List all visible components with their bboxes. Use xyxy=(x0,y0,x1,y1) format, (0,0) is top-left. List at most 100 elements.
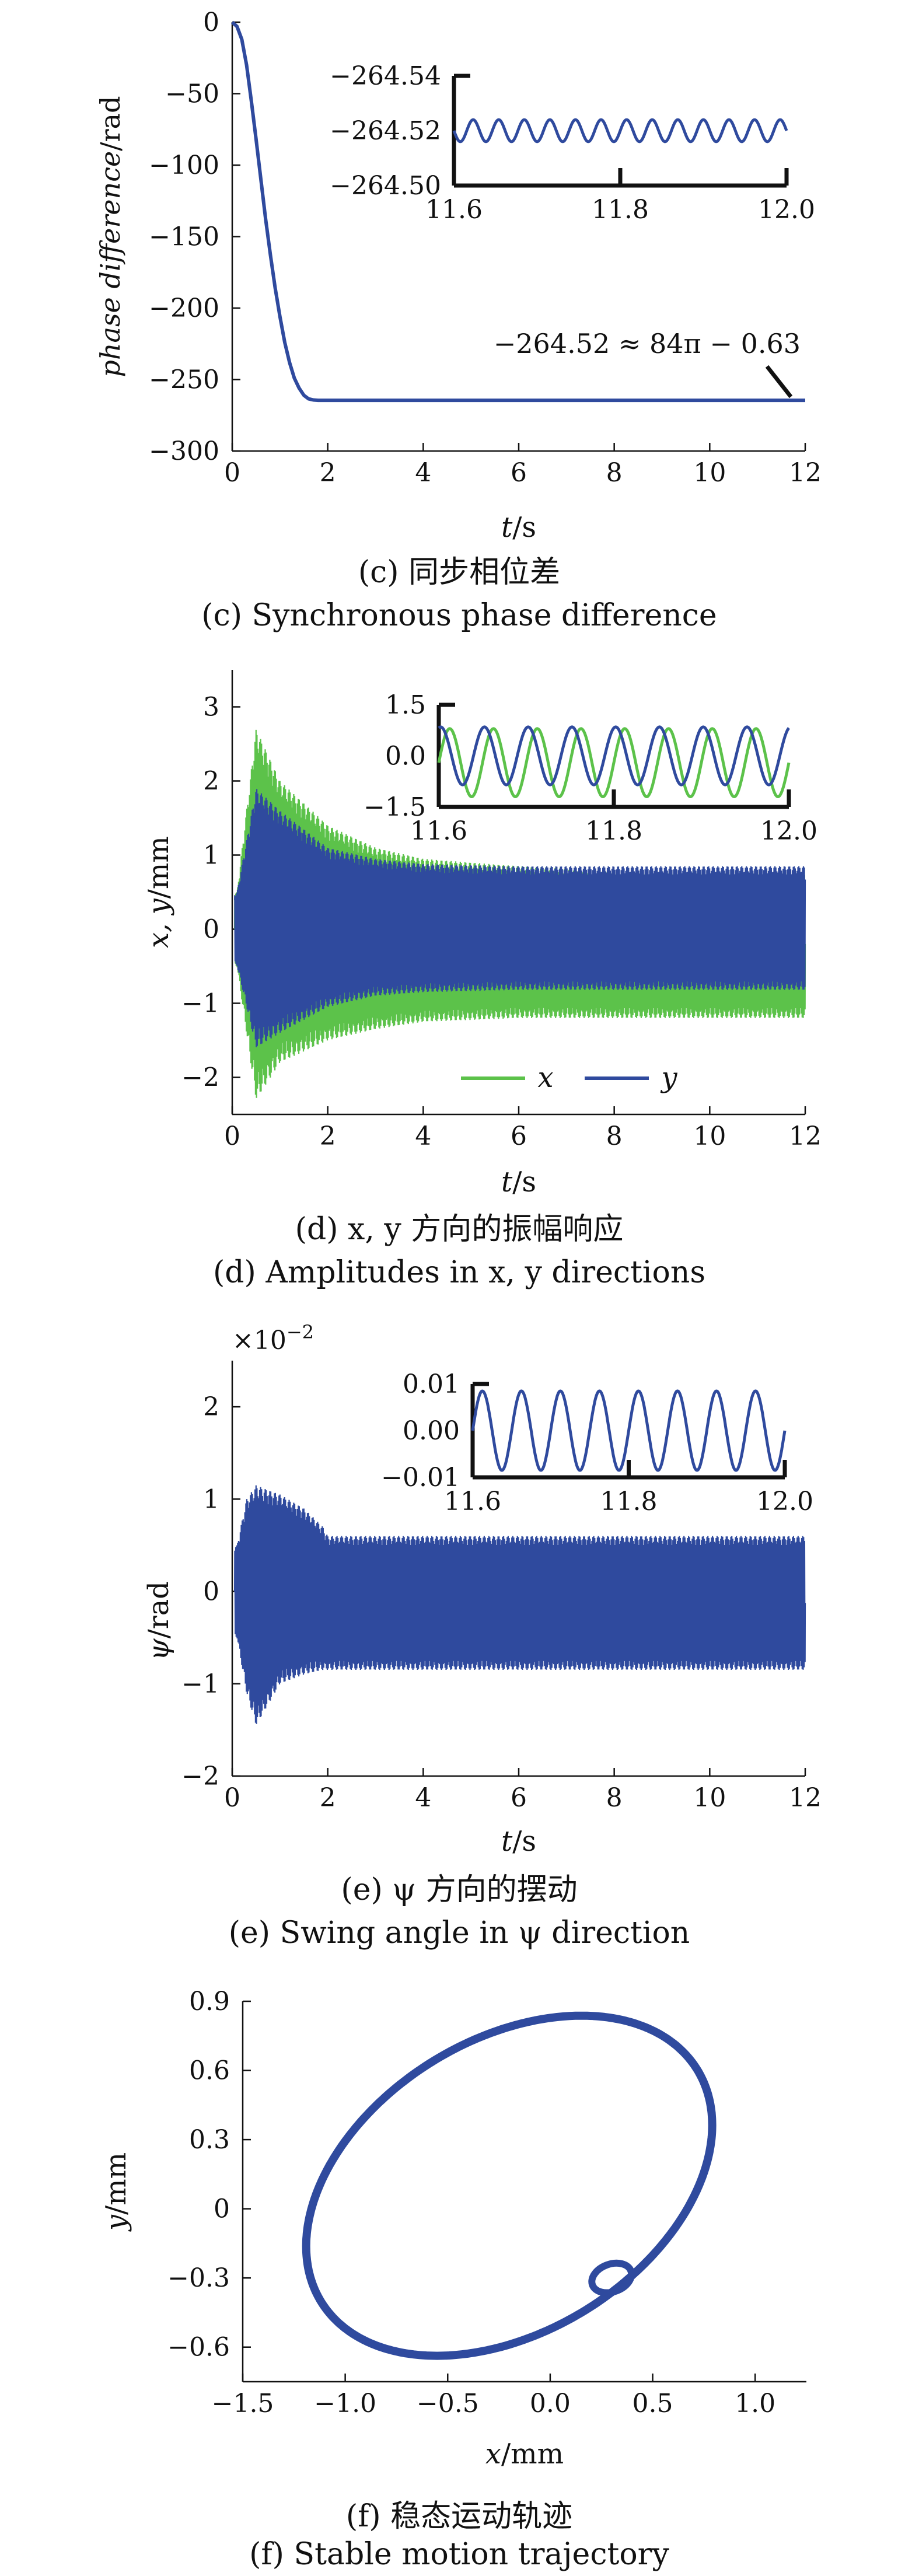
e-series-line xyxy=(234,1485,806,1724)
panel-d-caption-en: (d) Amplitudes in x, y directions xyxy=(213,1255,705,1290)
f-xlabel: x/mm xyxy=(485,2438,564,2470)
c-ytick-label: −200 xyxy=(149,293,219,323)
f-xtick-label: 0.5 xyxy=(633,2389,673,2418)
c-xtick-label: 10 xyxy=(693,458,726,488)
c-series-line xyxy=(230,20,805,403)
e-xtick-label: 0 xyxy=(224,1783,240,1813)
e-ytick-label: −1 xyxy=(181,1669,219,1699)
e-inset-series-blue xyxy=(471,1389,787,1472)
e-inset-ytick-label: 0.01 xyxy=(403,1369,460,1399)
d-ytick-label: −1 xyxy=(181,989,219,1019)
d-inset-series-x xyxy=(437,727,791,799)
d-xtick-label: 8 xyxy=(606,1121,623,1151)
e-inset-ytick-label: −0.01 xyxy=(381,1463,460,1493)
d-inset-series-y xyxy=(438,725,790,787)
f-ytick-label: 0.6 xyxy=(189,2056,230,2086)
e-ylabel-var: ψ xyxy=(142,1638,175,1661)
c-ylabel-unit: /rad xyxy=(95,96,126,151)
d-ylabel: x, y/mm xyxy=(142,836,175,948)
e-xtick-label: 10 xyxy=(693,1783,726,1813)
d-ylabel-unit: /mm xyxy=(142,836,175,899)
panel-e-caption-en: (e) Swing angle in ψ direction xyxy=(229,1916,690,1951)
panel-f-plot-area: −1.5 −1.0 −0.5 0.0 0.5 1.0 0.9 0.6 0.3 0 −0.3 −0.6 x… xyxy=(100,1987,806,2470)
d-inset-ytick-label: −1.5 xyxy=(364,792,426,822)
c-inset-ytick-label: −264.52 xyxy=(330,116,441,146)
c-inset-xtick-label: 12.0 xyxy=(758,195,815,225)
f-xtick-label: −1.5 xyxy=(212,2389,274,2418)
e-scale-note-base: ×10 xyxy=(232,1326,286,1355)
f-ylabel: y/mm xyxy=(100,2152,132,2232)
e-ylabel: ψ/rad xyxy=(142,1581,175,1661)
c-xtick-label: 4 xyxy=(415,458,431,488)
c-xtick-label: 8 xyxy=(606,458,623,488)
d-inset-xtick-label: 11.6 xyxy=(410,816,467,846)
d-inset-ytick-label: 0.0 xyxy=(385,742,426,771)
c-ytick-label: −50 xyxy=(165,79,219,109)
c-ytick-label: −250 xyxy=(149,365,219,395)
d-inset-xtick-label: 12.0 xyxy=(760,816,817,846)
panel-f-caption-en: (f) Stable motion trajectory xyxy=(249,2537,669,2572)
d-ytick-label: 0 xyxy=(203,915,219,945)
e-xtick-label: 8 xyxy=(606,1783,623,1813)
d-xlabel: t/s xyxy=(501,1166,536,1198)
e-xtick-label: 4 xyxy=(415,1783,431,1813)
e-scale-note-exp: −2 xyxy=(286,1321,314,1343)
panel-f-caption-zh: (f) 稳态运动轨迹 xyxy=(346,2499,572,2534)
e-ytick-label: −2 xyxy=(181,1761,219,1791)
c-ylabel: phase difference/rad xyxy=(95,96,126,377)
c-annotation: −264.52 ≈ 84π − 0.63 xyxy=(494,328,801,359)
d-inset-ytick-label: 1.5 xyxy=(385,690,426,720)
d-legend-y-label: y xyxy=(660,1061,677,1094)
d-xlabel-unit: /s xyxy=(512,1166,536,1198)
c-ytick-label: −150 xyxy=(149,222,219,252)
f-trajectory-orbit xyxy=(302,2011,717,2360)
panel-e-caption-zh: (e) ψ 方向的摆动 xyxy=(341,1872,577,1907)
e-inset-ytick-label: 0.00 xyxy=(403,1416,460,1446)
c-inset-xtick-label: 11.8 xyxy=(592,195,649,225)
e-inset-xtick-label: 11.8 xyxy=(600,1487,658,1516)
e-scale-note: ×10−2 xyxy=(232,1321,314,1355)
c-annotation-arrow xyxy=(765,365,793,399)
e-ylabel-unit: /rad xyxy=(142,1581,175,1638)
f-ylabel-var: y xyxy=(100,2214,132,2232)
f-xtick-label: 1.0 xyxy=(735,2389,775,2418)
panel-c-caption-en: (c) Synchronous phase difference xyxy=(201,598,717,633)
c-ylabel-var: phase difference xyxy=(95,151,126,378)
d-ytick-label: 2 xyxy=(203,767,219,796)
d-ytick-label: 1 xyxy=(203,841,219,871)
f-xlabel-unit: /mm xyxy=(501,2438,564,2470)
d-series-y xyxy=(234,789,806,1047)
c-xlabel-var: t xyxy=(501,511,513,544)
f-trajectory-small-loop xyxy=(588,2259,635,2297)
e-ytick-label: 2 xyxy=(203,1392,219,1422)
f-xlabel-var: x xyxy=(485,2438,501,2470)
d-ytick-label: 3 xyxy=(203,693,219,722)
e-ytick-label: 1 xyxy=(203,1484,219,1514)
panel-c-phase-difference: 0 2 4 6 8 10 12 0 −50 −100 −150 −200 −250 −300 t/s phas… xyxy=(95,8,822,633)
c-inset-ytick-label: −264.54 xyxy=(330,61,441,91)
d-inset-xtick-label: 11.8 xyxy=(585,816,642,846)
f-xtick-label: 0.0 xyxy=(530,2389,571,2418)
e-ytick-label: 0 xyxy=(203,1577,219,1607)
c-xtick-label: 0 xyxy=(224,458,240,488)
c-xtick-label: 2 xyxy=(320,458,336,488)
c-xtick-label: 6 xyxy=(511,458,527,488)
panel-d-caption-zh: (d) x, y 方向的振幅响应 xyxy=(295,1212,624,1247)
e-xlabel-var: t xyxy=(501,1825,513,1858)
d-xtick-label: 4 xyxy=(415,1121,431,1151)
e-inset-xtick-label: 12.0 xyxy=(756,1487,813,1516)
c-xlabel-unit: /s xyxy=(512,511,536,544)
d-xtick-label: 10 xyxy=(693,1121,726,1151)
d-xlabel-var: t xyxy=(501,1166,513,1198)
panel-c-caption-zh: (c) 同步相位差 xyxy=(358,555,560,590)
f-ytick-label: 0.9 xyxy=(189,1987,230,2016)
d-ytick-label: −2 xyxy=(181,1063,219,1093)
f-ylabel-unit: /mm xyxy=(100,2152,132,2215)
panel-c-plot-area: 0 2 4 6 8 10 12 0 −50 −100 −150 −200 −250 −300 t/s phas… xyxy=(95,8,822,544)
c-inset-series-blue xyxy=(452,118,788,144)
d-ylabel-var: x, y xyxy=(142,898,175,948)
